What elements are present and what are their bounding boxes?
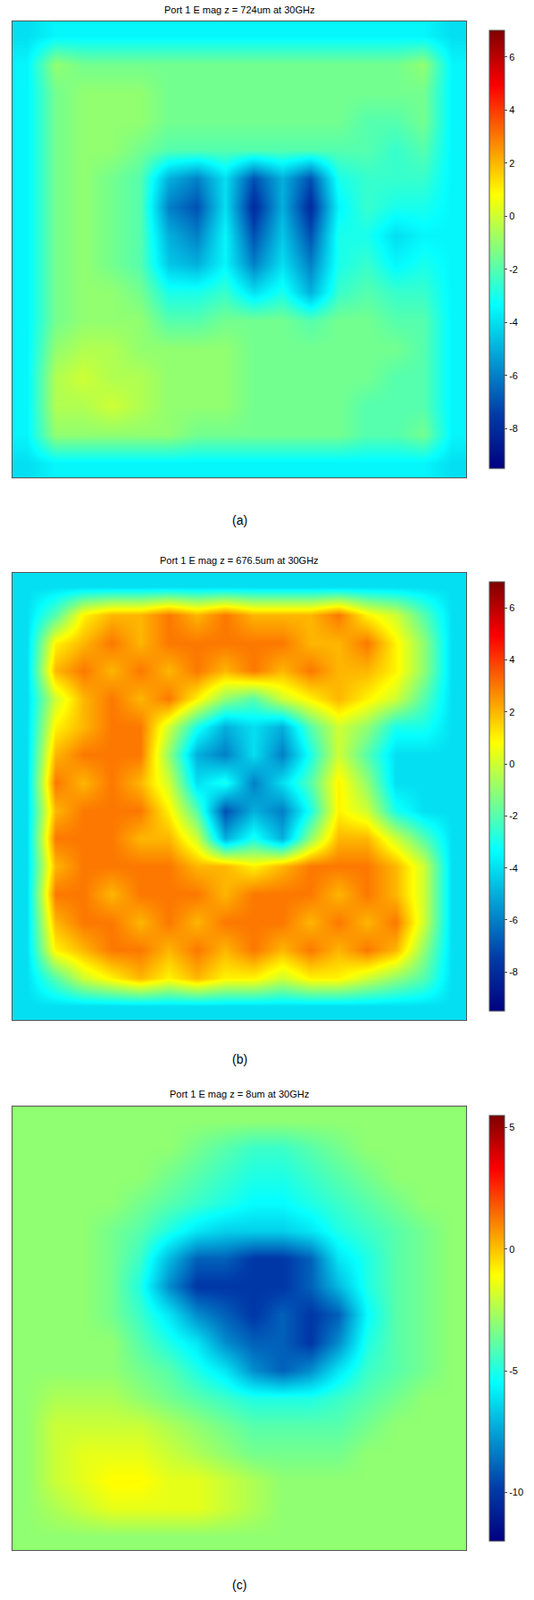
svg-text:2: 2: [508, 158, 515, 169]
svg-text:(c): (c): [232, 1578, 247, 1594]
svg-text:(b): (b): [232, 1052, 248, 1068]
svg-text:-6: -6: [508, 915, 518, 927]
svg-text:6: 6: [508, 602, 515, 614]
svg-text:-4: -4: [508, 317, 518, 328]
svg-text:Port 1 E mag z = 676.5um at 30: Port 1 E mag z = 676.5um at 30GHz: [159, 555, 319, 567]
svg-text:Port 1 E mag z = 724um at 30GH: Port 1 E mag z = 724um at 30GHz: [164, 4, 315, 16]
svg-text:(a): (a): [232, 513, 248, 528]
svg-text:-5: -5: [508, 1366, 518, 1377]
svg-text:-10: -10: [508, 1487, 524, 1499]
svg-text:5: 5: [508, 1122, 515, 1134]
svg-text:6: 6: [508, 51, 515, 63]
svg-text:0: 0: [508, 1244, 515, 1256]
svg-text:-2: -2: [508, 810, 518, 822]
svg-text:4: 4: [508, 104, 515, 116]
svg-text:-8: -8: [508, 423, 518, 434]
svg-text:-4: -4: [508, 863, 518, 875]
svg-text:-6: -6: [508, 370, 518, 382]
svg-text:0: 0: [508, 759, 515, 770]
svg-text:0: 0: [508, 210, 515, 222]
svg-text:4: 4: [508, 654, 515, 666]
svg-text:-8: -8: [508, 967, 518, 978]
svg-text:Port 1 E mag z = 8um at 30GHz: Port 1 E mag z = 8um at 30GHz: [169, 1089, 309, 1101]
svg-text:-2: -2: [508, 264, 518, 276]
svg-text:2: 2: [508, 707, 515, 718]
